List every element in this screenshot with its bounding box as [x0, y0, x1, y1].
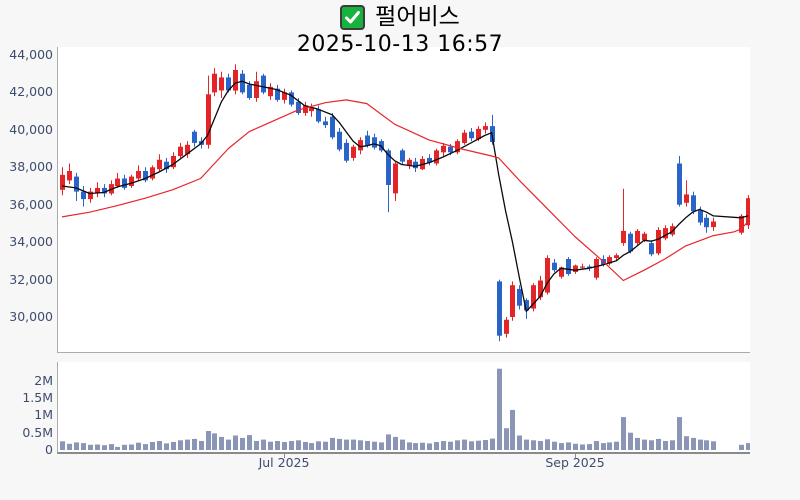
volume-bars-group: [60, 368, 750, 450]
ma-short-line: [61, 80, 749, 313]
price-y-tick-label: 36,000: [9, 197, 53, 212]
volume-y-tick-label: 1.5M: [22, 390, 53, 405]
price-y-tick-label: 44,000: [9, 47, 53, 62]
price-y-tick-label: 40,000: [9, 122, 53, 137]
price-chart-plot-area: [57, 47, 750, 353]
symbol-title: 펄어비스: [375, 4, 460, 30]
x-axis-month-label: Jul 2025: [258, 455, 310, 470]
price-y-tick-label: 38,000: [9, 159, 53, 174]
chart-header: 펄어비스 2025-10-13 16:57: [0, 0, 800, 58]
x-axis-tick-mark: [575, 454, 576, 458]
price-y-tick-label: 30,000: [9, 309, 53, 324]
price-y-tick-label: 34,000: [9, 234, 53, 249]
price-y-tick-label: 42,000: [9, 84, 53, 99]
checkmark-glyph: [345, 10, 361, 23]
volume-y-tick-label: 0.5M: [22, 425, 53, 440]
candles-group: [60, 64, 750, 342]
x-axis-month-label: Sep 2025: [545, 455, 605, 470]
volume-y-tick-label: 1M: [34, 407, 53, 422]
title-row: 펄어비스: [0, 3, 800, 31]
price-y-tick-label: 32,000: [9, 272, 53, 287]
volume-chart-plot-area: [57, 362, 750, 454]
ma-long-line: [61, 99, 749, 282]
volume-y-tick-label: 2M: [34, 373, 53, 388]
checked-checkbox-icon: [340, 4, 366, 30]
datetime-label: 2025-10-13 16:57: [296, 32, 504, 57]
volume-y-tick-label: 0: [45, 442, 53, 457]
x-axis-tick-mark: [284, 454, 285, 458]
